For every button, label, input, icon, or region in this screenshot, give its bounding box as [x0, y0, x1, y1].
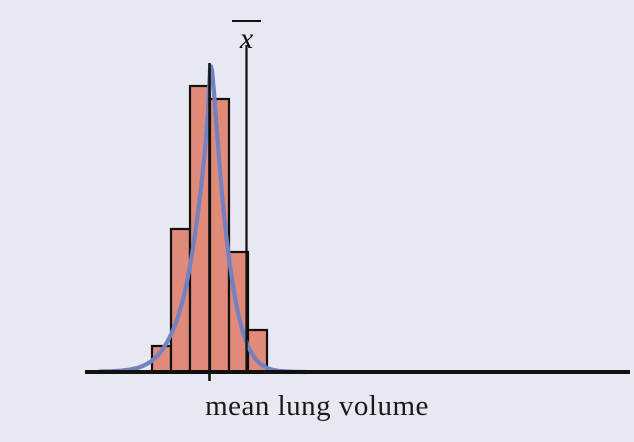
histogram-bar	[169, 227, 192, 374]
x-axis-label: mean lung volume	[205, 390, 429, 422]
sample-mean-xbar-label: x	[232, 20, 261, 54]
normal-density-curve	[97, 64, 309, 375]
xbar-overline	[232, 20, 261, 22]
xbar-glyph: x	[239, 22, 254, 55]
